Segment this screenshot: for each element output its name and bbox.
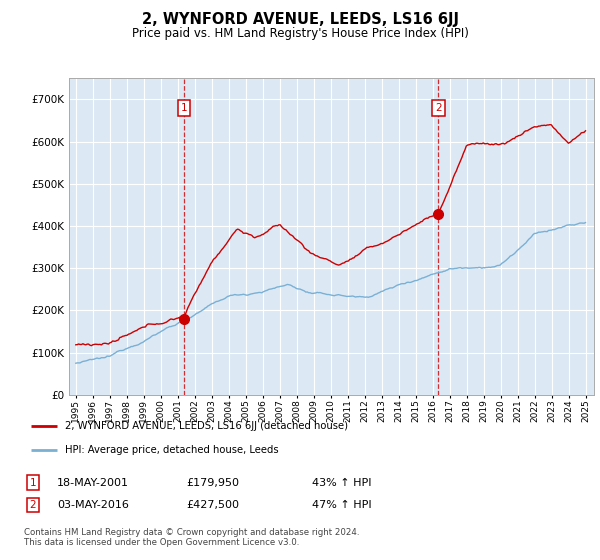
Text: Contains HM Land Registry data © Crown copyright and database right 2024.
This d: Contains HM Land Registry data © Crown c… (24, 528, 359, 547)
Text: 1: 1 (181, 103, 187, 113)
Text: 43% ↑ HPI: 43% ↑ HPI (312, 478, 371, 488)
Text: £179,950: £179,950 (186, 478, 239, 488)
Text: HPI: Average price, detached house, Leeds: HPI: Average price, detached house, Leed… (65, 445, 278, 455)
Text: 1: 1 (29, 478, 37, 488)
Text: 18-MAY-2001: 18-MAY-2001 (57, 478, 129, 488)
Text: 47% ↑ HPI: 47% ↑ HPI (312, 500, 371, 510)
Text: 2, WYNFORD AVENUE, LEEDS, LS16 6JJ (detached house): 2, WYNFORD AVENUE, LEEDS, LS16 6JJ (deta… (65, 421, 348, 431)
Text: 2, WYNFORD AVENUE, LEEDS, LS16 6JJ: 2, WYNFORD AVENUE, LEEDS, LS16 6JJ (142, 12, 458, 27)
Text: 2: 2 (29, 500, 37, 510)
Text: 2: 2 (435, 103, 442, 113)
Text: Price paid vs. HM Land Registry's House Price Index (HPI): Price paid vs. HM Land Registry's House … (131, 27, 469, 40)
Text: £427,500: £427,500 (186, 500, 239, 510)
Text: 03-MAY-2016: 03-MAY-2016 (57, 500, 129, 510)
